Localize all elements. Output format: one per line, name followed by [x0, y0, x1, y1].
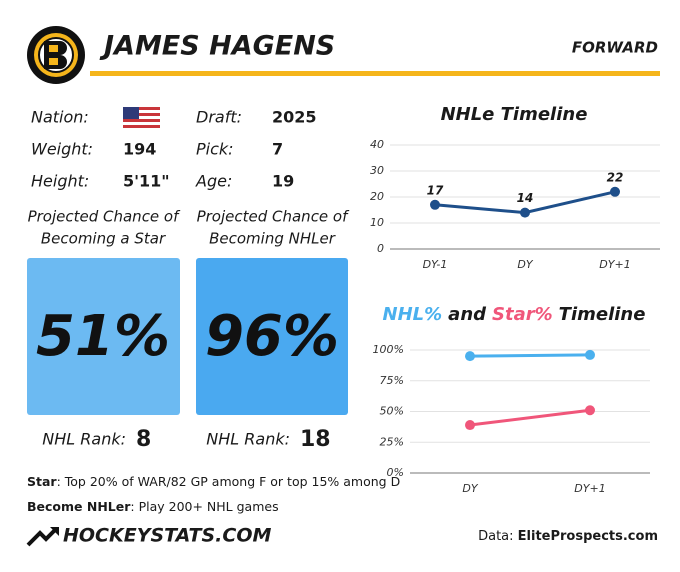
source: Data: EliteProspects.com [478, 529, 658, 544]
line [469, 353, 591, 358]
y-tick-label: 0% [387, 466, 404, 479]
chart-title-part: NHL% [383, 304, 443, 325]
point [520, 207, 530, 218]
card-caption: Projected Chance of [28, 208, 182, 226]
chart-title-part: Star% [492, 304, 553, 325]
team-logo [27, 26, 85, 84]
card-caption: Projected Chance of [197, 208, 351, 226]
y-tick-label: 75% [380, 374, 404, 387]
x-tick-label: DY+1 [599, 258, 630, 271]
point [585, 405, 595, 416]
brand: HOCKEYSTATS.COM [63, 525, 271, 547]
bio-label: Nation: [31, 108, 89, 127]
bio-value: 19 [272, 172, 294, 191]
point [585, 349, 595, 360]
point [465, 420, 475, 431]
y-tick-label: 40 [370, 138, 384, 151]
bio-value: 7 [272, 140, 283, 159]
data-label: 17 [427, 183, 444, 197]
bio-label: Weight: [31, 140, 93, 159]
point [430, 199, 440, 210]
source-label: Data: [478, 529, 513, 544]
data-label: 22 [607, 170, 624, 184]
flag [123, 107, 160, 129]
card-value: 51% [36, 304, 170, 369]
bio-label: Age: [195, 172, 232, 191]
y-tick-label: 30 [370, 164, 384, 177]
card-value: 96% [205, 304, 339, 369]
x-tick-label: DY [462, 482, 478, 495]
card [196, 258, 348, 415]
header-rule [90, 71, 660, 76]
y-tick-label: 10 [370, 216, 384, 229]
bio-value: 194 [123, 140, 156, 159]
player-name: JAMES HAGENS [99, 31, 335, 62]
bio-label: Pick: [196, 140, 234, 159]
x-tick-label: DY-1 [423, 258, 448, 271]
source-name: EliteProspects.com [518, 529, 658, 544]
card [27, 258, 180, 415]
x-tick-label: DY+1 [574, 482, 605, 495]
note-text: : Play 200+ NHL games [130, 499, 278, 514]
y-tick-label: 20 [370, 190, 384, 203]
card-caption: Becoming NHLer [209, 230, 336, 248]
note-term: Star [27, 474, 57, 489]
x-tick-label: DY [517, 258, 533, 271]
rank-value: 18 [300, 427, 331, 452]
data-label: 14 [517, 191, 534, 205]
y-tick-label: 50% [380, 405, 404, 418]
y-tick-label: 25% [380, 435, 404, 448]
bio-value: 5'11" [123, 172, 170, 191]
note-text: : Top 20% of WAR/82 GP among F or top 15… [57, 474, 401, 489]
brand-icon [26, 527, 59, 547]
y-tick-label: 0 [377, 242, 384, 255]
position: FORWARD [572, 39, 658, 57]
bio-label: Height: [31, 172, 89, 191]
point [610, 186, 620, 197]
chart-title-part: Timeline [559, 304, 646, 325]
chart-title-part: and [448, 304, 487, 325]
y-tick-label: 100% [373, 343, 404, 356]
note: Star: Top 20% of WAR/82 GP among F or to… [27, 474, 400, 489]
rank-label: NHL Rank: [42, 430, 126, 449]
rank-value: 8 [136, 427, 151, 452]
rank-label: NHL Rank: [206, 430, 290, 449]
bio-value: 2025 [272, 108, 317, 127]
note: Become NHLer: Play 200+ NHL games [27, 499, 279, 514]
chart-title: NHL% and Star% Timeline [383, 304, 646, 325]
point [465, 351, 475, 362]
note-term: Become NHLer [27, 499, 131, 514]
bio-label: Draft: [196, 108, 242, 127]
card-caption: Becoming a Star [41, 230, 166, 248]
chart-title: NHLe Timeline [441, 104, 588, 125]
line [469, 408, 591, 427]
